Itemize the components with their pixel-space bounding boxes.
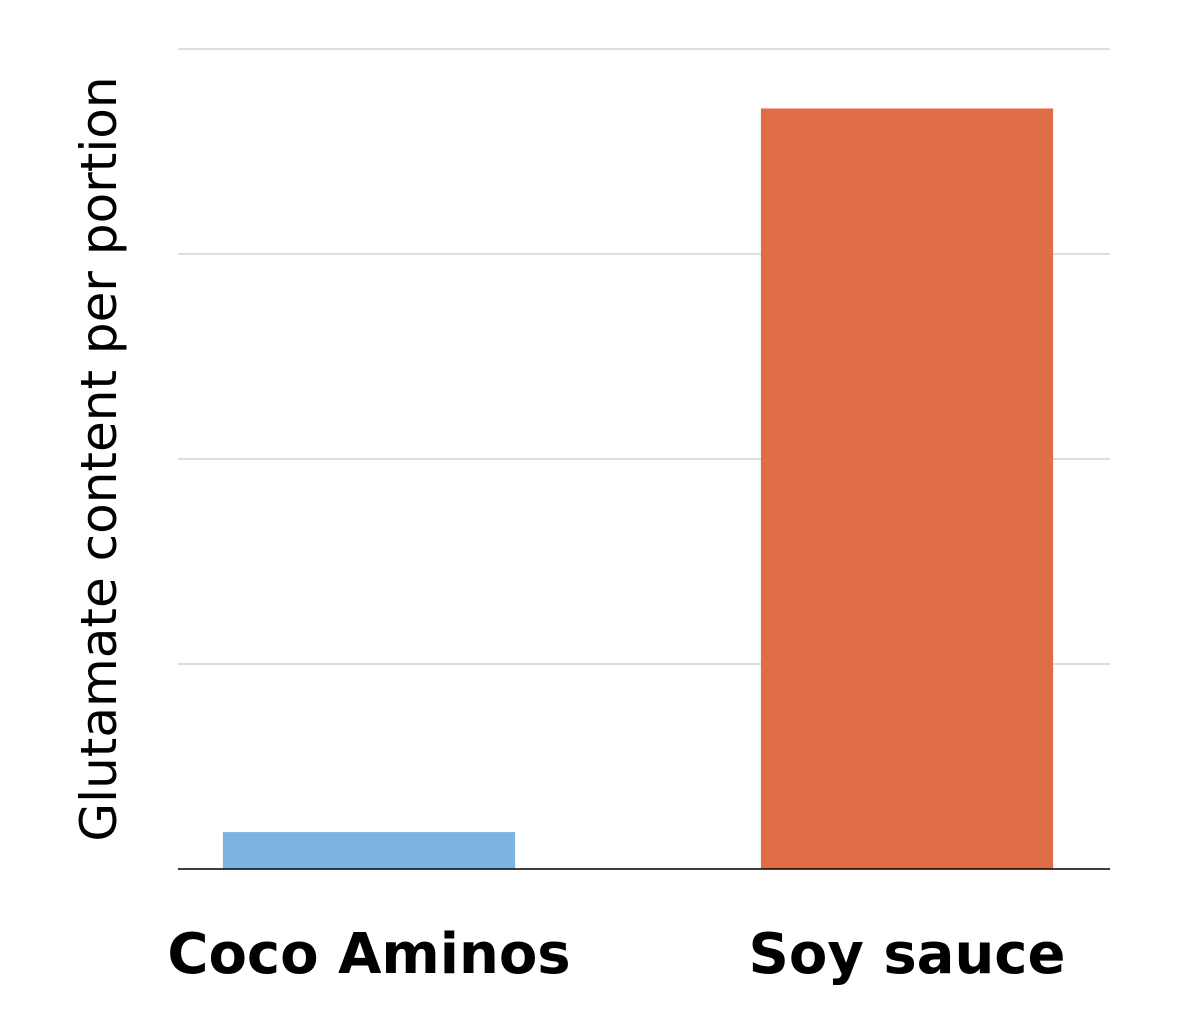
bar-coco-aminos [222, 832, 516, 869]
category-labels: Coco Aminos Soy sauce [167, 922, 1065, 987]
bars [222, 108, 1054, 869]
category-label: Soy sauce [749, 922, 1066, 987]
bar-soy-sauce [760, 108, 1054, 869]
y-axis-label: Glutamate content per portion [70, 76, 128, 841]
category-label: Coco Aminos [167, 922, 570, 987]
